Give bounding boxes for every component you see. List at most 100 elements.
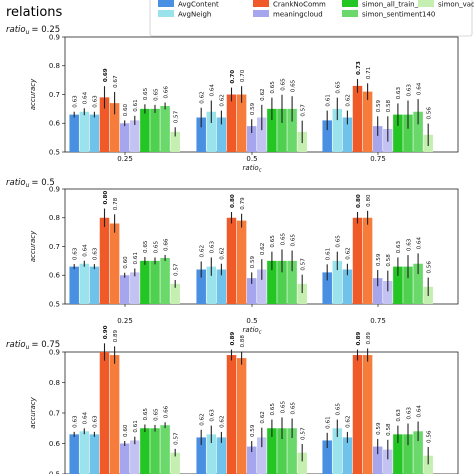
bar-value-label: 0.59 bbox=[250, 424, 256, 437]
bar-value-label: 0.70 bbox=[240, 69, 246, 82]
bar bbox=[160, 106, 170, 152]
bar-value-label: 0.59 bbox=[376, 422, 382, 435]
bar bbox=[236, 94, 247, 152]
y-tick-label: 0.7 bbox=[49, 91, 60, 99]
bar-value-label: 0.79 bbox=[240, 197, 246, 210]
bar-value-label: 0.88 bbox=[240, 335, 246, 348]
bar bbox=[277, 108, 287, 152]
bar bbox=[79, 111, 90, 152]
bar-value-label: 0.63 bbox=[406, 238, 412, 251]
bar bbox=[383, 449, 393, 474]
bar-value-label: 0.63 bbox=[73, 95, 79, 108]
bar bbox=[372, 126, 383, 152]
bar-value-label: 0.66 bbox=[163, 405, 169, 418]
bar bbox=[403, 434, 413, 474]
bar-value-label: 0.89 bbox=[230, 332, 236, 346]
bar-value-label: 0.64 bbox=[416, 405, 422, 418]
bar-value-label: 0.63 bbox=[93, 247, 99, 260]
bar bbox=[216, 437, 227, 474]
legend-swatch bbox=[342, 10, 358, 17]
bar-value-label: 0.62 bbox=[200, 91, 206, 103]
chart-panel: ratiou= 0.750.50.60.70.80.9accuracy0.630… bbox=[6, 325, 459, 474]
legend-swatch bbox=[253, 10, 269, 17]
bar-value-label: 0.65 bbox=[143, 408, 149, 421]
bar bbox=[332, 428, 343, 474]
y-tick-label: 0.6 bbox=[49, 272, 61, 280]
bar-value-label: 0.66 bbox=[163, 238, 169, 251]
legend-frame bbox=[149, 0, 473, 37]
bar bbox=[216, 269, 227, 304]
bar bbox=[170, 452, 180, 474]
bar-value-label: 0.61 bbox=[326, 416, 332, 429]
bar-value-label: 0.62 bbox=[346, 415, 352, 427]
bar-value-label: 0.56 bbox=[427, 430, 433, 443]
bar-value-label: 0.62 bbox=[220, 247, 226, 259]
bar bbox=[423, 455, 433, 474]
bar-value-label: 0.57 bbox=[301, 427, 307, 440]
bar bbox=[130, 120, 140, 152]
bar-value-label: 0.63 bbox=[93, 95, 99, 108]
y-tick-label: 0.8 bbox=[49, 214, 60, 222]
bar bbox=[393, 434, 403, 474]
bar bbox=[383, 281, 393, 304]
bar bbox=[362, 217, 373, 304]
bar bbox=[69, 266, 79, 304]
y-tick-label: 0.5 bbox=[49, 300, 60, 308]
bar-value-label: 0.59 bbox=[376, 99, 382, 112]
bar-value-label: 0.62 bbox=[260, 411, 266, 423]
bar-value-label: 0.62 bbox=[200, 413, 206, 425]
legend-swatch bbox=[253, 0, 269, 7]
bar bbox=[69, 434, 79, 474]
bar bbox=[267, 428, 277, 474]
bar bbox=[206, 434, 217, 474]
bar bbox=[246, 126, 257, 152]
bar bbox=[109, 103, 120, 152]
bar-value-label: 0.65 bbox=[290, 234, 296, 247]
legend-swatch bbox=[158, 10, 174, 17]
bar-value-label: 0.65 bbox=[280, 232, 286, 245]
legend-label: simon_all_train_data bbox=[362, 1, 434, 9]
bar bbox=[216, 117, 227, 152]
bar-value-label: 0.63 bbox=[396, 241, 402, 254]
bar bbox=[352, 355, 363, 474]
bar-value-label: 0.58 bbox=[386, 99, 392, 112]
bar-value-label: 0.65 bbox=[153, 408, 159, 421]
x-tick-label: 0.5 bbox=[246, 317, 257, 325]
bar bbox=[109, 355, 120, 474]
bar bbox=[119, 123, 130, 152]
bar bbox=[196, 117, 206, 152]
bar-value-label: 0.62 bbox=[346, 94, 352, 106]
bar-value-label: 0.65 bbox=[270, 81, 276, 94]
legend-swatch bbox=[158, 0, 174, 7]
panel-title-value: = 0.5 bbox=[31, 178, 54, 188]
x-axis-label: ratioc bbox=[243, 326, 262, 336]
bar-value-label: 0.62 bbox=[260, 88, 266, 100]
bar bbox=[297, 283, 307, 304]
bar-value-label: 0.65 bbox=[336, 235, 342, 248]
bar-value-label: 0.89 bbox=[366, 332, 372, 345]
bar-value-label: 0.61 bbox=[326, 247, 332, 260]
bar-value-label: 0.80 bbox=[230, 194, 236, 208]
panel-title-sub: u bbox=[26, 344, 30, 351]
bar bbox=[403, 266, 413, 304]
bar-value-label: 0.70 bbox=[230, 70, 236, 84]
bar bbox=[140, 108, 150, 152]
bar-value-label: 0.59 bbox=[250, 255, 256, 268]
bar bbox=[246, 278, 257, 304]
bar-value-label: 0.62 bbox=[220, 415, 226, 427]
bar bbox=[393, 266, 403, 304]
bar bbox=[109, 223, 120, 304]
x-axis-label-sub: c bbox=[259, 168, 262, 174]
bar-value-label: 0.57 bbox=[174, 263, 180, 276]
y-axis-label: accuracy bbox=[29, 78, 37, 110]
y-axis-label: accuracy bbox=[29, 396, 37, 428]
legend-label: meaningcloud bbox=[273, 11, 323, 19]
bar-value-label: 0.62 bbox=[200, 245, 206, 257]
x-tick-label: 0.5 bbox=[246, 155, 257, 163]
bar bbox=[119, 275, 130, 304]
bar-value-label: 0.62 bbox=[346, 247, 352, 259]
bar-value-label: 0.67 bbox=[113, 75, 119, 88]
bar-value-label: 0.73 bbox=[356, 61, 362, 75]
bar-value-label: 0.66 bbox=[163, 86, 169, 99]
bar bbox=[119, 443, 130, 474]
